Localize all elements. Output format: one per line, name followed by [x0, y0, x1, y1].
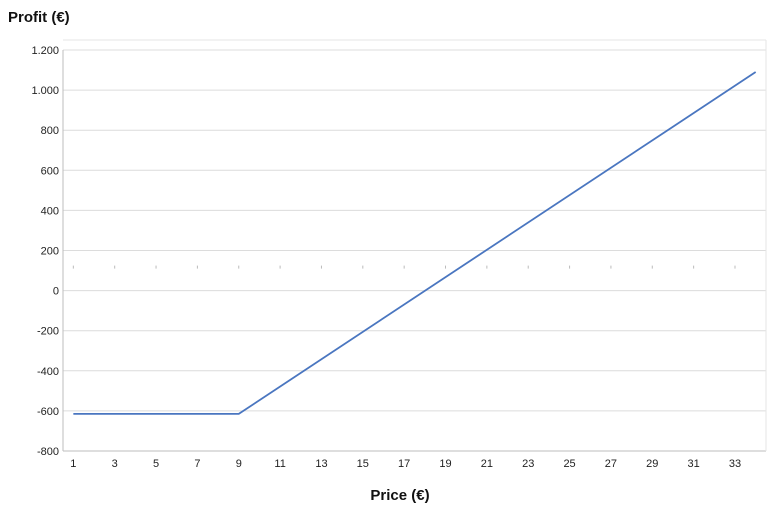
x-tick-label: 23: [522, 458, 534, 470]
y-tick-label: 0: [53, 286, 59, 298]
y-tick-label: 800: [41, 125, 59, 137]
x-tick-label: 9: [236, 458, 242, 470]
y-tick-label: -600: [37, 406, 59, 418]
line-chart: 1.2001.0008006004002000-200-400-600-800 …: [31, 39, 767, 470]
y-tick-label: 1.000: [31, 85, 59, 97]
x-tick-label: 11: [274, 458, 285, 470]
x-tick-label: 29: [646, 458, 658, 470]
x-tick-label: 27: [605, 458, 617, 470]
x-tick-label: 21: [481, 458, 493, 470]
x-axis-title: Price (€): [370, 487, 430, 504]
x-tick-label: 33: [729, 458, 741, 470]
x-tick-label: 3: [112, 458, 118, 470]
y-tick-label: 400: [41, 205, 59, 217]
x-tick-label: 25: [563, 458, 575, 470]
y-tick-label: -800: [37, 446, 59, 458]
gridlines: [63, 49, 766, 452]
y-tick-label: 600: [41, 165, 59, 177]
series-lines: [73, 71, 757, 415]
y-tick-label: 200: [41, 246, 59, 258]
x-tick-label: 17: [398, 458, 410, 470]
x-tick-label: 13: [315, 458, 327, 470]
x-tick-label: 5: [153, 458, 159, 470]
y-tick-label: -200: [37, 326, 59, 338]
axes: [62, 39, 767, 452]
x-tick-label: 7: [194, 458, 200, 470]
x-tick-label: 1: [70, 458, 76, 470]
y-tick-label: -400: [37, 366, 59, 378]
series-line: [73, 71, 757, 415]
x-tick-labels: 1 3 5 7 9 11 13 15 17 19 21 23 25 27 29 31 33: [70, 458, 741, 470]
y-axis-title: Profit (€): [8, 9, 70, 26]
x-tick-label: 15: [357, 458, 369, 470]
x-tick-label: 31: [688, 458, 700, 470]
y-tick-label: 1.200: [31, 45, 59, 57]
x-tick-label: 19: [439, 458, 451, 470]
y-tick-labels: 1.200 1.000 800 600 400 200 0 -200 -400 -600 -800: [31, 45, 59, 458]
